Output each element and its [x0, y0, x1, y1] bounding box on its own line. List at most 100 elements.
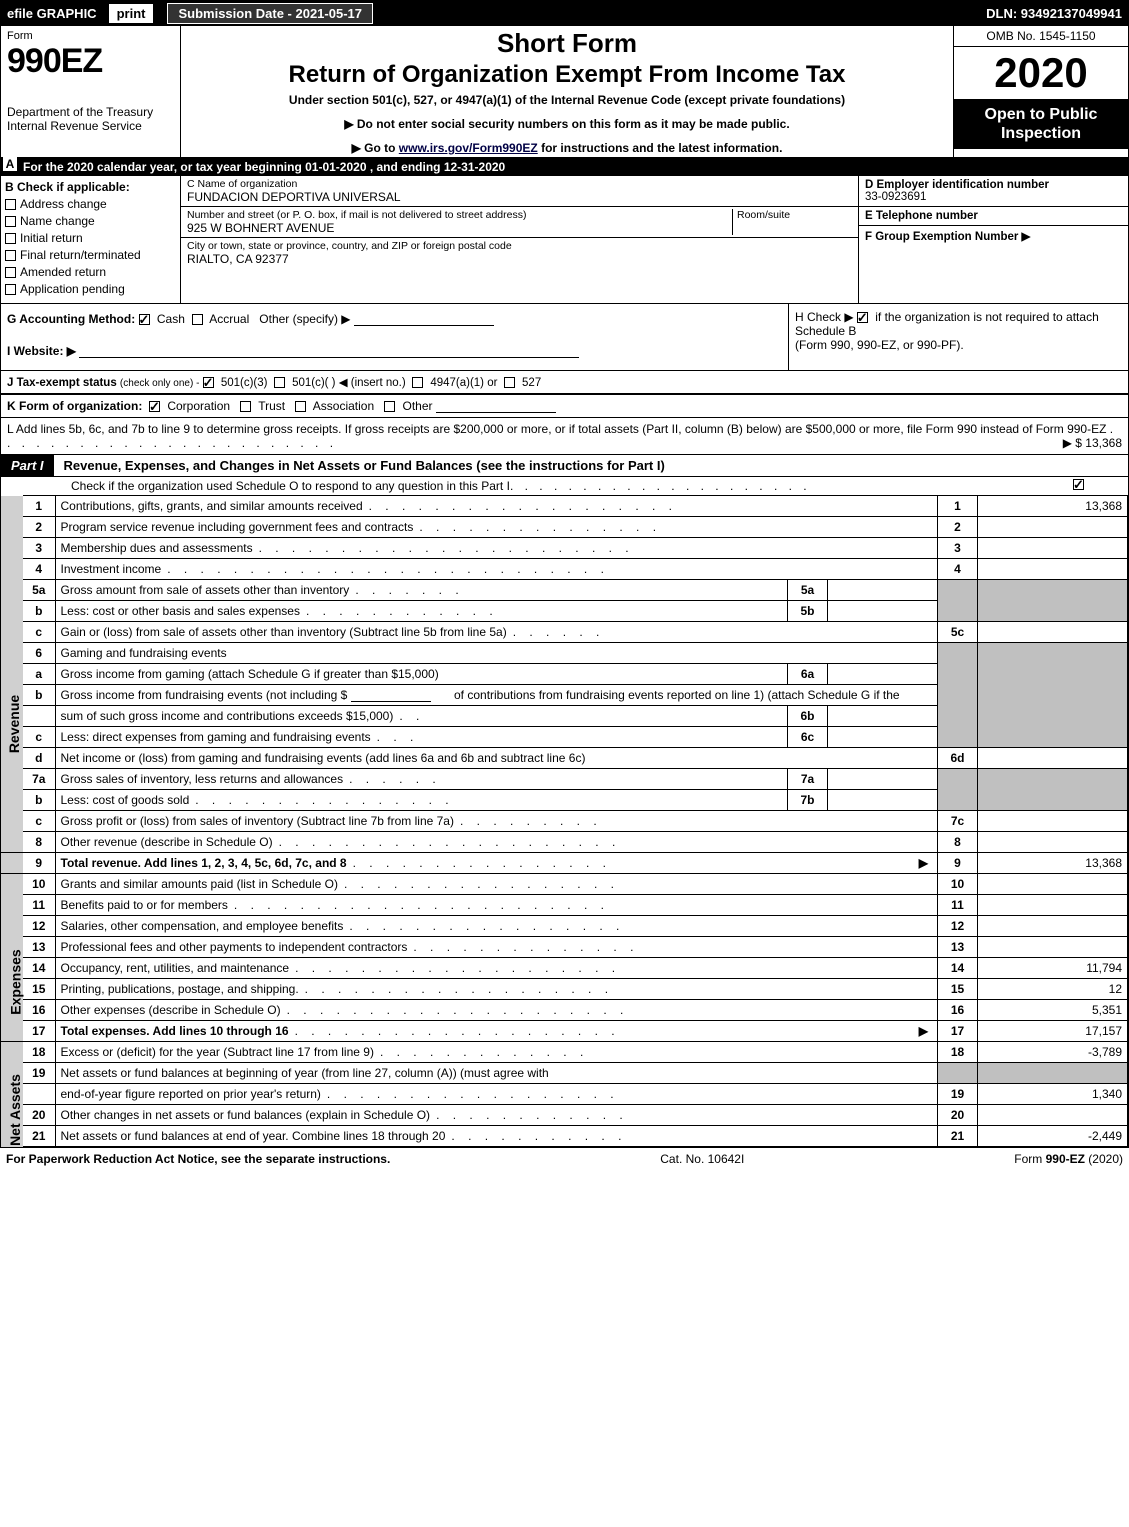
form-header: Form 990EZ Department of the Treasury In… [1, 26, 1128, 158]
line-desc: Gross sales of inventory, less returns a… [61, 772, 344, 786]
short-form-title: Short Form [187, 28, 947, 59]
line-21: 21 Net assets or fund balances at end of… [1, 1126, 1128, 1147]
line-num: 10 [23, 874, 55, 895]
line-8: 8 Other revenue (describe in Schedule O)… [1, 832, 1128, 853]
line-desc: Less: direct expenses from gaming and fu… [61, 730, 371, 744]
line-desc: Gross profit or (loss) from sales of inv… [61, 814, 454, 828]
bullet2-post: for instructions and the latest informat… [538, 141, 783, 155]
chk-label: Name change [20, 214, 95, 228]
dept-irs: Internal Revenue Service [7, 119, 174, 133]
g-label: G Accounting Method: [7, 312, 135, 326]
form-container: efile GRAPHIC print Submission Date - 20… [0, 0, 1129, 1148]
line-desc2: of contributions from fundraising events… [454, 688, 900, 702]
chk-trust[interactable] [240, 401, 251, 412]
chk-label: Amended return [20, 265, 106, 279]
j-o3: 4947(a)(1) or [430, 377, 497, 389]
line-amount: 12 [978, 979, 1128, 1000]
line-ref: 21 [938, 1126, 978, 1147]
org-name-row: C Name of organization FUNDACION DEPORTI… [181, 176, 858, 207]
part-1-sub-text: Check if the organization used Schedule … [71, 479, 510, 493]
footer-right: Form 990-EZ (2020) [1014, 1152, 1123, 1166]
chk-501c[interactable] [274, 377, 285, 388]
irs-link[interactable]: www.irs.gov/Form990EZ [399, 141, 538, 155]
line-12: 12 Salaries, other compensation, and emp… [1, 916, 1128, 937]
chk-assoc[interactable] [295, 401, 306, 412]
j-o2: 501(c)( ) ◀ (insert no.) [292, 377, 406, 389]
main-title: Return of Organization Exempt From Incom… [187, 61, 947, 89]
line-num: 13 [23, 937, 55, 958]
line-desc: Net assets or fund balances at end of ye… [61, 1129, 446, 1143]
chk-label: Final return/terminated [20, 248, 141, 262]
line-num: b [23, 685, 55, 706]
chk-final-return[interactable]: Final return/terminated [5, 248, 176, 262]
sub-val [828, 769, 938, 790]
line-desc: Program service revenue including govern… [61, 520, 414, 534]
chk-amended-return[interactable]: Amended return [5, 265, 176, 279]
line-amount [978, 811, 1128, 832]
chk-corp[interactable] [149, 401, 160, 412]
line-ref: 16 [938, 1000, 978, 1021]
line-amount [978, 874, 1128, 895]
line-num: c [23, 811, 55, 832]
line-ref: 12 [938, 916, 978, 937]
chk-address-change[interactable]: Address change [5, 197, 176, 211]
line-9: 9 Total revenue. Add lines 1, 2, 3, 4, 5… [1, 853, 1128, 874]
chk-application-pending[interactable]: Application pending [5, 282, 176, 296]
chk-527[interactable] [504, 377, 515, 388]
line-ref: 8 [938, 832, 978, 853]
j-label: J Tax-exempt status [7, 377, 117, 389]
line-desc: Professional fees and other payments to … [61, 940, 408, 954]
k-other: Other [403, 399, 433, 413]
l-text: L Add lines 5b, 6c, and 7b to line 9 to … [7, 422, 1106, 436]
address-row: Number and street (or P. O. box, if mail… [181, 207, 858, 238]
sub-num: 6a [788, 664, 828, 685]
line-amount [978, 1105, 1128, 1126]
sub-val [828, 664, 938, 685]
chk-501c3[interactable] [203, 377, 214, 388]
city-value: RIALTO, CA 92377 [187, 252, 852, 266]
chk-initial-return[interactable]: Initial return [5, 231, 176, 245]
line-amount: 11,794 [978, 958, 1128, 979]
print-button[interactable]: print [109, 4, 154, 23]
line-num: 2 [23, 517, 55, 538]
line-desc: Benefits paid to or for members [61, 898, 228, 912]
line-desc: Total expenses. Add lines 10 through 16 [61, 1024, 289, 1038]
line-1: Revenue 1 Contributions, gifts, grants, … [1, 496, 1128, 517]
chk-schedule-o[interactable] [1073, 479, 1084, 490]
line-num: 7a [23, 769, 55, 790]
chk-accrual[interactable] [192, 314, 203, 325]
expenses-side-label: Expenses [8, 949, 24, 1014]
section-a-letter: A [3, 157, 17, 171]
chk-cash[interactable] [139, 314, 150, 325]
sub-num: 6b [788, 706, 828, 727]
org-name-label: C Name of organization [187, 178, 852, 190]
chk-h[interactable] [857, 312, 868, 323]
open-inspection: Open to Public Inspection [954, 99, 1128, 149]
line-amount: 17,157 [978, 1021, 1128, 1042]
chk-4947[interactable] [412, 377, 423, 388]
line-5a: 5a Gross amount from sale of assets othe… [1, 580, 1128, 601]
line-num: a [23, 664, 55, 685]
line-desc: end-of-year figure reported on prior yea… [61, 1087, 321, 1101]
line-num: b [23, 790, 55, 811]
page-footer: For Paperwork Reduction Act Notice, see … [0, 1148, 1129, 1170]
section-k: K Form of organization: Corporation Trus… [1, 394, 1128, 417]
efile-label: efile GRAPHIC [7, 6, 97, 21]
line-num: 5a [23, 580, 55, 601]
line-num: 14 [23, 958, 55, 979]
line-desc: Net income or (loss) from gaming and fun… [61, 751, 586, 765]
chk-name-change[interactable]: Name change [5, 214, 176, 228]
line-desc: Gross amount from sale of assets other t… [61, 583, 350, 597]
sub-val [828, 601, 938, 622]
line-ref: 11 [938, 895, 978, 916]
ein-value: 33-0923691 [865, 191, 1122, 203]
line-18: Net Assets 18 Excess or (deficit) for th… [1, 1042, 1128, 1063]
line-num: 1 [23, 496, 55, 517]
chk-other-org[interactable] [384, 401, 395, 412]
line-desc: Gaming and fundraising events [61, 646, 227, 660]
h-text3: (Form 990, 990-EZ, or 990-PF). [795, 338, 964, 352]
line-7a: 7a Gross sales of inventory, less return… [1, 769, 1128, 790]
line-ref: 5c [938, 622, 978, 643]
line-desc: Less: cost of goods sold [61, 793, 190, 807]
group-exemption-label: F Group Exemption Number ▶ [865, 229, 1122, 243]
